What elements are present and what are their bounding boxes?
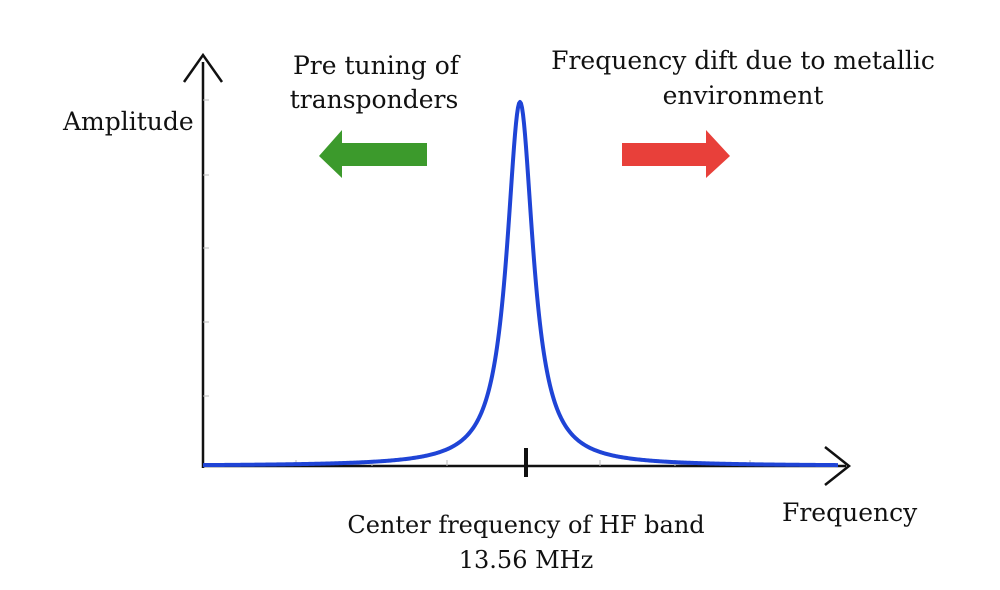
x-axis-arrowhead	[824, 446, 852, 486]
center-frequency-label: Center frequency of HF band	[347, 511, 704, 539]
center-frequency-value: 13.56 MHz	[459, 546, 593, 574]
x-axis-label: Frequency	[782, 498, 918, 527]
y-axis-arrowhead	[182, 52, 224, 83]
arrow-left-icon	[319, 130, 427, 178]
y-axis-ticks	[203, 99, 209, 397]
right-note-line1: Frequency dift due to metallic	[551, 46, 935, 75]
right-note-line2: environment	[663, 81, 824, 110]
arrow-right-icon	[622, 130, 730, 178]
y-axis-label: Amplitude	[62, 107, 194, 136]
resonance-curve	[202, 100, 839, 468]
left-note-line2: transponders	[290, 85, 459, 114]
left-note-line1: Pre tuning of	[293, 51, 461, 80]
